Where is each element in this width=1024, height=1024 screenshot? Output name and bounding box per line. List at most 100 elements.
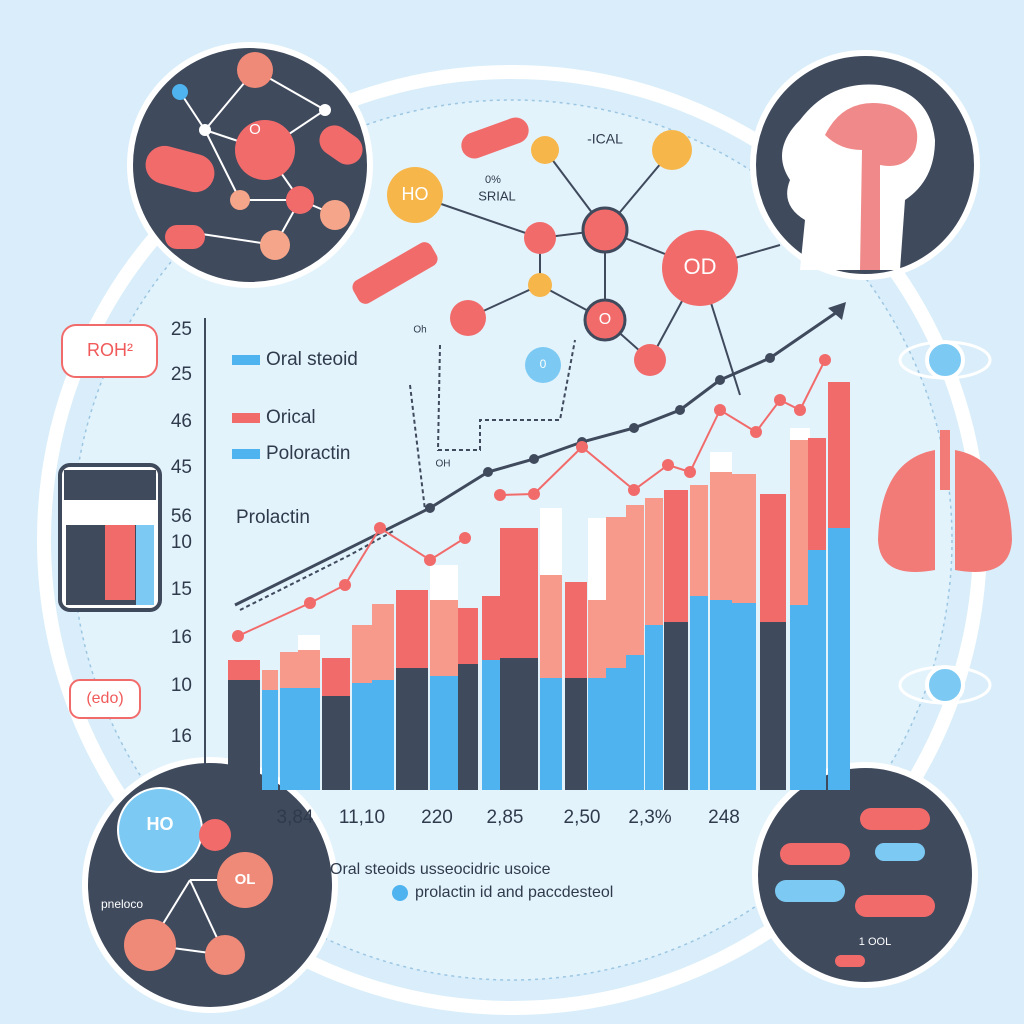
- legend-item: Oral steoid: [266, 349, 358, 370]
- caption: Oral steoids usseocidric usoice: [330, 861, 551, 878]
- bar-top: [664, 490, 688, 622]
- arrow-head: [828, 302, 846, 320]
- dot: [819, 354, 831, 366]
- bar-top: [262, 670, 278, 690]
- bar-top: [280, 652, 298, 688]
- bar-top: [760, 494, 786, 622]
- bar: [760, 622, 786, 790]
- bar-top: [322, 658, 350, 696]
- bar: [588, 678, 606, 790]
- axis-label: 45: [171, 457, 192, 478]
- bar-top: [645, 498, 663, 625]
- atom-label: OL: [235, 871, 256, 888]
- bar-cap: [430, 565, 458, 600]
- axis-label: 11,10: [339, 807, 385, 828]
- axis-label: 3,84: [277, 807, 314, 828]
- dot: [628, 484, 640, 496]
- dot: [529, 454, 539, 464]
- dot: [794, 404, 806, 416]
- badge: ROH²: [87, 340, 133, 360]
- dot: [483, 467, 493, 477]
- bar: [298, 688, 320, 790]
- legend: [232, 355, 260, 459]
- axis-label: 2,85: [487, 807, 524, 828]
- dot: [715, 375, 725, 385]
- bar: [808, 550, 826, 790]
- bar: [645, 625, 663, 790]
- bar-top: [606, 517, 628, 668]
- bar-top: [298, 650, 320, 688]
- bar-top: [372, 604, 394, 680]
- dot: [424, 554, 436, 566]
- bar: [280, 688, 298, 790]
- bar-top: [396, 590, 428, 668]
- bar-top: [588, 600, 606, 678]
- bar-top: [790, 440, 810, 605]
- circle-label: pneloco: [101, 897, 143, 911]
- dot: [750, 426, 762, 438]
- bottom-right-icon: 1 OOL: [752, 762, 978, 988]
- bar: [500, 658, 538, 790]
- bar-top: [808, 438, 826, 550]
- atom-label: OH: [436, 459, 451, 470]
- badge: (edo): [86, 690, 123, 707]
- bar-top: [482, 596, 500, 660]
- bar-top: [690, 485, 708, 596]
- bar-top: [710, 472, 732, 600]
- axis-label: 220: [421, 807, 453, 828]
- bar-cap: [710, 452, 732, 472]
- dot: [494, 489, 506, 501]
- bar: [664, 622, 688, 790]
- legend-item: Poloractin: [266, 443, 351, 464]
- bar: [626, 655, 644, 790]
- bar: [790, 605, 810, 790]
- axis-label: 2,50: [564, 807, 601, 828]
- caption: prolactin id and paccdesteol: [415, 884, 613, 901]
- dot: [425, 503, 435, 513]
- axis-label: 25: [171, 364, 192, 385]
- dot: [774, 394, 786, 406]
- bar-top: [500, 528, 538, 658]
- axis-label: 15: [171, 579, 192, 600]
- atom-label: O: [249, 121, 261, 138]
- dot: [662, 459, 674, 471]
- axis-labels: 3,84 11,10 220 2,85 2,50 2,3% 248: [277, 807, 740, 828]
- atom-label: OD: [684, 254, 717, 279]
- bar-top: [430, 600, 458, 676]
- atom-label: 0: [540, 357, 547, 371]
- bar-cap: [298, 635, 320, 650]
- circle-label: 1 OOL: [859, 936, 891, 948]
- bar: [710, 600, 732, 790]
- atom-label: -ICAL: [587, 131, 623, 147]
- bar: [732, 603, 756, 790]
- dot: [304, 597, 316, 609]
- side-icons: [58, 117, 1012, 719]
- dot: [232, 630, 244, 642]
- atom-label: O: [599, 311, 611, 328]
- dot: [528, 488, 540, 500]
- atom-label: HO: [402, 184, 429, 204]
- dot: [629, 423, 639, 433]
- bar: [690, 596, 708, 790]
- atom-label: SRIAL: [478, 188, 516, 203]
- bars: [228, 382, 850, 790]
- top-right-icon: [750, 50, 980, 280]
- axis-label: 16: [171, 627, 192, 648]
- molecule-atoms: [387, 130, 738, 383]
- bottom-left-icon: HO OL pneloco: [82, 757, 338, 1013]
- axis-label: 10: [171, 675, 192, 696]
- dot: [459, 532, 471, 544]
- axis-label: 46: [171, 411, 192, 432]
- dot: [765, 353, 775, 363]
- dot: [339, 579, 351, 591]
- legend-item: Orical: [266, 407, 316, 428]
- dot: [714, 404, 726, 416]
- bar-top: [626, 505, 644, 655]
- bar-top: [828, 382, 850, 528]
- bar-cap: [588, 518, 606, 600]
- atom-label: Oh: [413, 325, 426, 336]
- bar-top: [732, 474, 756, 603]
- bar: [458, 664, 478, 790]
- bar-cap: [540, 508, 562, 575]
